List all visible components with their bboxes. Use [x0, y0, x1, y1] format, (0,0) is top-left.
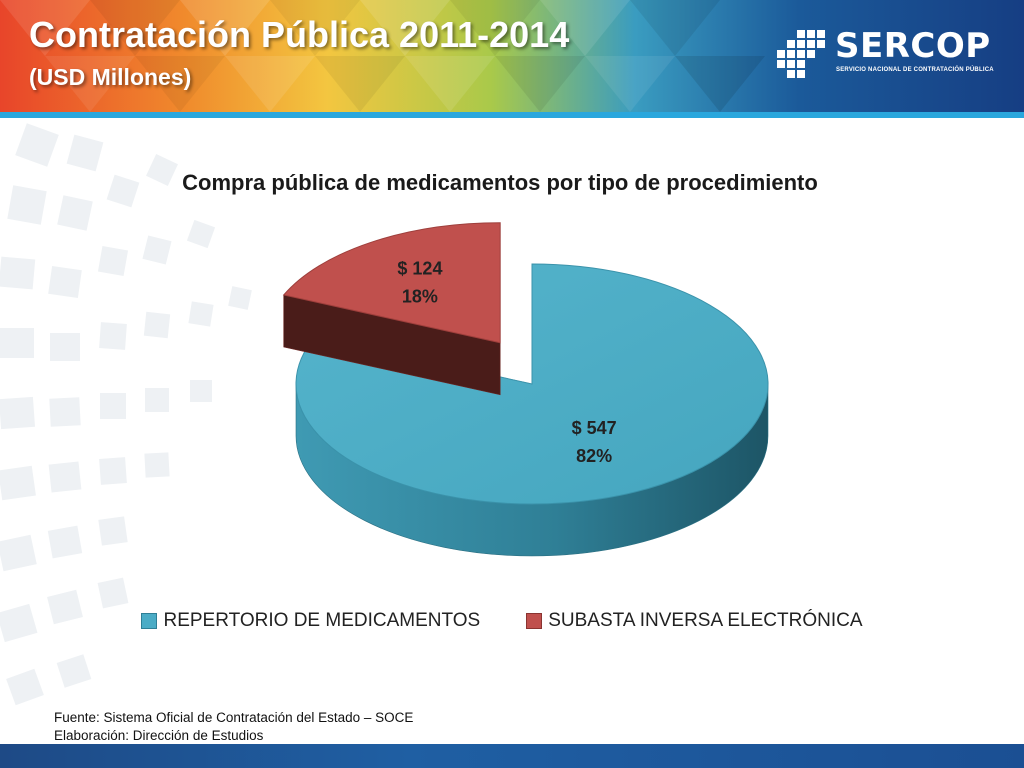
pie-slice-subasta: $ 124 18% [282, 222, 501, 396]
pie-percent-label-repertorio: 82% [576, 446, 612, 466]
pie-percent-label-subasta: 18% [402, 287, 438, 307]
legend-swatch-repertorio [141, 613, 158, 629]
chart-title: Compra pública de medicamentos por tipo … [182, 170, 818, 195]
header-triangle-pattern [0, 0, 765, 112]
header-stripe [0, 112, 1024, 118]
logo-name: SERCOP [835, 26, 991, 66]
slide-title: Contratación Pública 2011-2014 [29, 14, 570, 55]
legend-item-repertorio: REPERTORIO DE MEDICAMENTOS [141, 610, 480, 632]
legend-label-subasta: SUBASTA INVERSA ELECTRÓNICA [548, 610, 863, 631]
footer-bar [0, 744, 1024, 768]
sercop-logo-mark-icon [777, 30, 825, 78]
sercop-logo: SERCOP SERVICIO NACIONAL DE CONTRATACIÓN… [775, 26, 994, 90]
logo-tagline: SERVICIO NACIONAL DE CONTRATACIÓN PÚBLIC… [836, 67, 994, 73]
chart-legend: REPERTORIO DE MEDICAMENTOS SUBASTA INVER… [0, 610, 1004, 632]
header-banner: Contratación Pública 2011-2014 (USD Mill… [0, 0, 1024, 112]
footnote-credit: Elaboración: Dirección de Estudios [54, 728, 264, 743]
legend-swatch-subasta [526, 613, 543, 629]
pie-slice-top-subasta [282, 222, 501, 344]
legend-item-subasta: SUBASTA INVERSA ELECTRÓNICA [526, 610, 863, 632]
pie-value-label-subasta: $ 124 [397, 259, 442, 279]
legend-label-repertorio: REPERTORIO DE MEDICAMENTOS [163, 610, 481, 631]
background-square-pattern [0, 123, 252, 706]
pie-slice-top-repertorio [295, 263, 769, 505]
pie-value-label-repertorio: $ 547 [572, 418, 617, 438]
footnote: Fuente: Sistema Oficial de Contratación … [54, 709, 413, 745]
footnote-source: Fuente: Sistema Oficial de Contratación … [54, 710, 414, 725]
slide-subtitle: (USD Millones) [29, 64, 192, 90]
